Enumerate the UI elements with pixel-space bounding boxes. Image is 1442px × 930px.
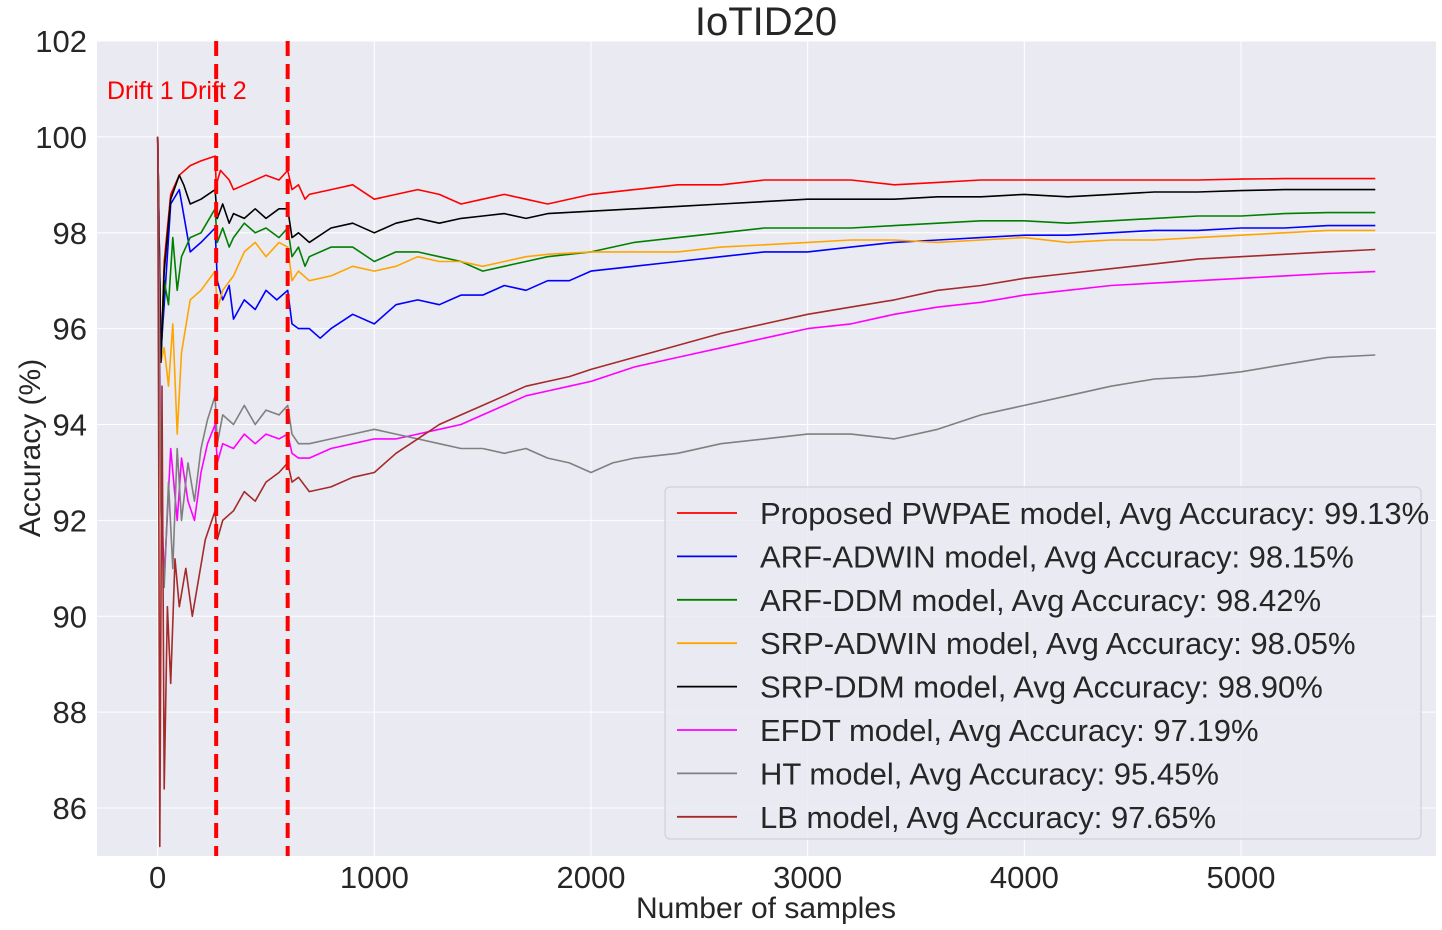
legend-label: ARF-DDM model, Avg Accuracy: 98.42% bbox=[760, 583, 1321, 618]
drift-markers: Drift 1 Drift 2 bbox=[107, 41, 290, 856]
x-tick-label: 0 bbox=[149, 860, 166, 895]
series-line-4 bbox=[156, 136, 1376, 435]
y-tick-labels: 86 88 90 92 94 96 98 100 102 bbox=[35, 24, 87, 826]
x-tick-labels: 0 1000 2000 3000 4000 5000 bbox=[149, 860, 1275, 895]
legend-label: SRP-ADWIN model, Avg Accuracy: 98.05% bbox=[760, 626, 1356, 661]
legend-items: Proposed PWPAE model, Avg Accuracy: 99.1… bbox=[677, 496, 1429, 835]
x-tick-label: 3000 bbox=[773, 860, 842, 895]
x-tick-label: 4000 bbox=[990, 860, 1059, 895]
y-tick-label: 96 bbox=[53, 312, 87, 347]
legend-label: SRP-DDM model, Avg Accuracy: 98.90% bbox=[760, 670, 1323, 705]
series-line-8 bbox=[156, 136, 1376, 848]
y-tick-label: 100 bbox=[35, 120, 87, 155]
series-line-5 bbox=[156, 136, 1376, 364]
series-line-2 bbox=[156, 136, 1376, 354]
y-tick-label: 94 bbox=[53, 408, 87, 443]
legend-label: Proposed PWPAE model, Avg Accuracy: 99.1… bbox=[760, 496, 1429, 531]
series-line-3 bbox=[156, 136, 1376, 364]
x-tick-label: 2000 bbox=[557, 860, 626, 895]
x-tick-label: 5000 bbox=[1207, 860, 1276, 895]
x-tick-label: 1000 bbox=[340, 860, 409, 895]
y-tick-label: 88 bbox=[53, 695, 87, 730]
y-axis-label: Accuracy (%) bbox=[14, 359, 47, 537]
series-line-6 bbox=[156, 136, 1376, 579]
y-tick-label: 90 bbox=[53, 599, 87, 634]
legend-label: ARF-ADWIN model, Avg Accuracy: 98.15% bbox=[760, 539, 1354, 574]
y-tick-label: 98 bbox=[53, 216, 87, 251]
chart-title: IoTID20 bbox=[695, 0, 837, 44]
legend: Proposed PWPAE model, Avg Accuracy: 99.1… bbox=[664, 486, 1429, 840]
y-tick-label: 102 bbox=[35, 24, 87, 59]
legend-label: HT model, Avg Accuracy: 95.45% bbox=[760, 756, 1219, 791]
legend-label: LB model, Avg Accuracy: 97.65% bbox=[760, 800, 1216, 835]
y-tick-label: 86 bbox=[53, 791, 87, 826]
y-tick-label: 92 bbox=[53, 503, 87, 538]
legend-label: EFDT model, Avg Accuracy: 97.19% bbox=[760, 713, 1259, 748]
x-axis-label: Number of samples bbox=[636, 892, 896, 925]
legend-box bbox=[664, 486, 1422, 840]
drift-label-1: Drift 1 bbox=[107, 77, 174, 105]
drift-label-2: Drift 2 bbox=[180, 77, 247, 105]
